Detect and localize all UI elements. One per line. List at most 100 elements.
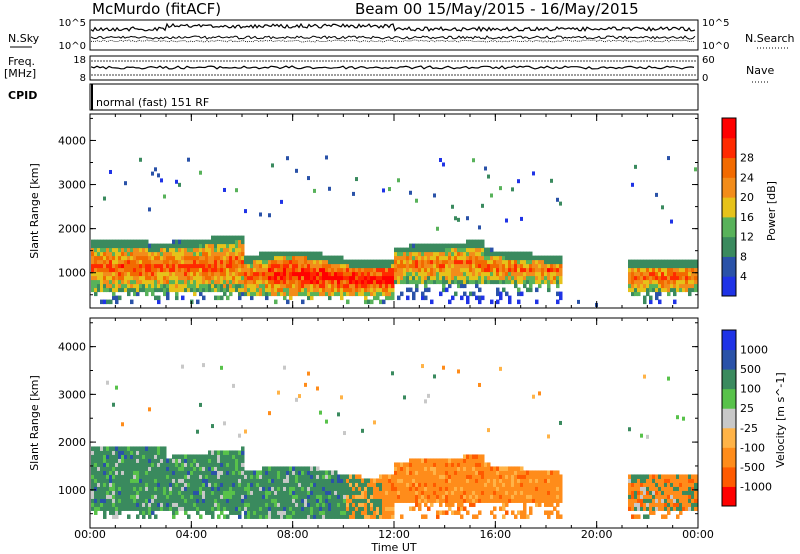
- power-cell: [319, 287, 323, 293]
- power-cell: [514, 259, 518, 265]
- velocity-cell: [682, 482, 686, 487]
- velocity-cell: [268, 490, 272, 495]
- power-cell: [157, 279, 161, 285]
- power-cell: [97, 283, 101, 289]
- power-cell: [400, 247, 404, 253]
- velocity-cell: [445, 494, 449, 499]
- velocity-cell: [115, 506, 119, 511]
- velocity-cell: [199, 482, 203, 487]
- velocity-cell: [241, 490, 245, 495]
- power-cell: [661, 283, 665, 289]
- velocity-cell: [409, 470, 413, 475]
- power-cell: [538, 283, 542, 289]
- velocity-cell: [481, 458, 485, 463]
- velocity-cell: [391, 502, 395, 507]
- velocity-cell: [295, 486, 299, 491]
- power-cell: [328, 271, 332, 277]
- power-cell: [229, 275, 233, 281]
- velocity-cell: [148, 506, 152, 511]
- power-cell: [190, 263, 194, 269]
- power-cell: [283, 283, 287, 289]
- power-cell: [376, 291, 380, 297]
- velocity-cell: [100, 474, 104, 479]
- velocity-cell: [259, 510, 263, 515]
- velocity-cell: [418, 478, 422, 483]
- velocity-cell: [646, 478, 650, 483]
- velocity-cell: [526, 486, 530, 491]
- velocity-cell: [286, 510, 290, 515]
- velocity-cell: [238, 494, 242, 499]
- velocity-cell: [418, 474, 422, 479]
- velocity-cell: [526, 478, 530, 483]
- power-cell: [136, 267, 140, 273]
- velocity-cell: [238, 458, 242, 463]
- power-cell: [376, 259, 380, 265]
- velocity-cell: [418, 506, 422, 511]
- velocity-cell: [424, 494, 428, 499]
- power-cell: [352, 263, 356, 269]
- velocity-cell: [673, 478, 677, 483]
- power-cell: [139, 263, 143, 269]
- power-cell: [223, 239, 227, 245]
- power-cell: [490, 193, 493, 198]
- power-cell: [463, 291, 467, 297]
- velocity-cell: [643, 502, 647, 507]
- power-cell: [559, 259, 563, 265]
- velocity-cell: [355, 486, 359, 491]
- velocity-cell: [370, 478, 374, 483]
- power-cell: [109, 169, 112, 174]
- velocity-cell: [439, 502, 443, 507]
- velocity-cell: [547, 494, 551, 499]
- power-cell: [541, 279, 545, 285]
- power-cell: [559, 295, 563, 301]
- velocity-cell: [412, 474, 416, 479]
- power-cell: [226, 263, 230, 269]
- power-cell: [172, 267, 176, 273]
- velocity-cell: [352, 490, 356, 495]
- velocity-cell: [631, 474, 635, 479]
- velocity-cell: [508, 478, 512, 483]
- power-cell: [523, 271, 527, 277]
- power-cell: [475, 271, 479, 277]
- velocity-cell: [169, 498, 173, 503]
- velocity-cell: [472, 462, 476, 467]
- power-cell: [418, 259, 422, 265]
- velocity-cell: [421, 490, 425, 495]
- velocity-cell: [229, 478, 233, 483]
- velocity-cell: [319, 502, 323, 507]
- velocity-cell: [649, 498, 653, 503]
- velocity-cell: [331, 478, 335, 483]
- power-cell: [280, 267, 284, 273]
- power-cell: [655, 271, 659, 277]
- power-cell: [544, 263, 548, 269]
- power-cell: [322, 275, 326, 281]
- velocity-cell: [241, 466, 245, 471]
- velocity-cell: [499, 478, 503, 483]
- velocity-cell: [670, 490, 674, 495]
- velocity-cell: [280, 510, 284, 515]
- power-cell: [163, 243, 167, 249]
- power-cell: [217, 263, 221, 269]
- velocity-cell: [178, 454, 182, 459]
- power-cell: [280, 259, 284, 265]
- power-cell: [226, 271, 230, 277]
- power-cell: [409, 243, 413, 249]
- power-cell: [226, 287, 230, 293]
- velocity-cell: [157, 450, 161, 455]
- velocity-cell: [283, 514, 287, 519]
- power-cell: [118, 279, 122, 285]
- velocity-cell: [667, 510, 671, 515]
- power-cell: [385, 263, 389, 269]
- velocity-cell: [199, 498, 203, 503]
- power-cell: [415, 271, 419, 277]
- velocity-cell: [490, 490, 494, 495]
- power-cell: [208, 279, 212, 285]
- power-cell: [535, 263, 539, 269]
- velocity-cell: [427, 498, 431, 503]
- power-cell: [433, 255, 437, 261]
- power-cell: [514, 279, 518, 285]
- velocity-cell: [346, 510, 350, 515]
- power-cell: [373, 283, 377, 289]
- velocity-cell: [109, 486, 113, 491]
- power-cell: [526, 279, 530, 285]
